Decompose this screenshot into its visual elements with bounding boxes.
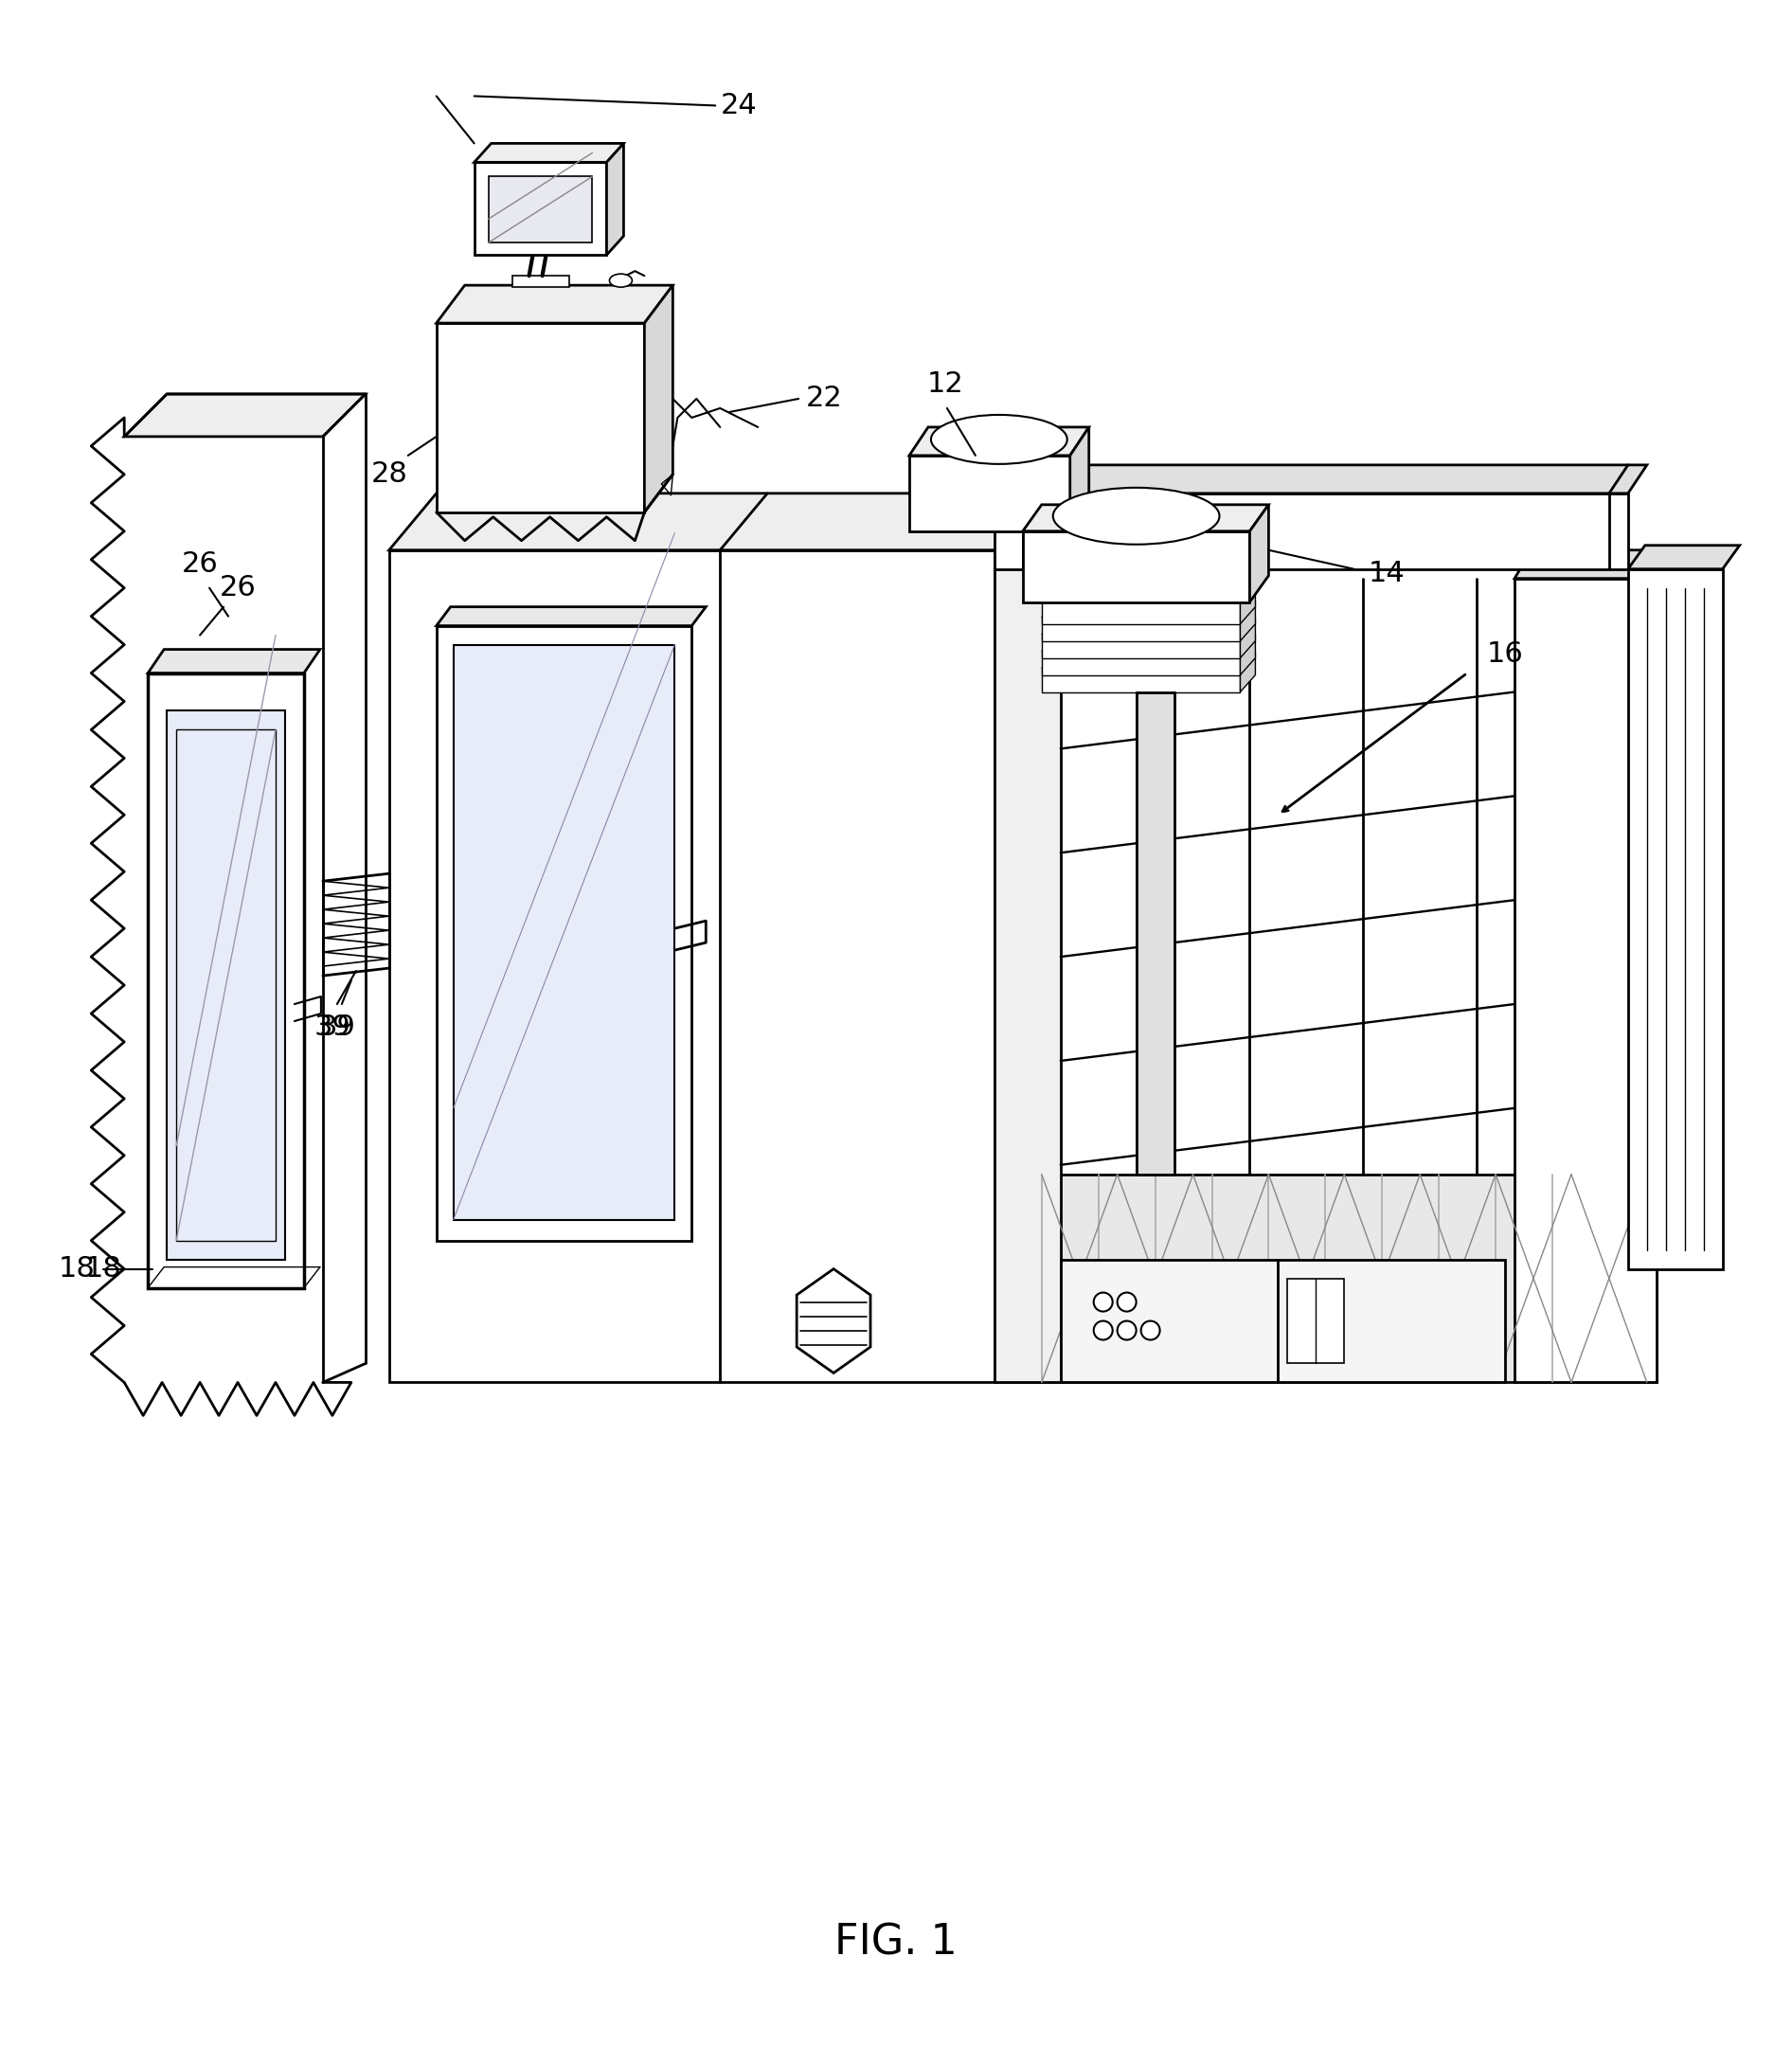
Polygon shape: [389, 550, 995, 1383]
Polygon shape: [995, 1174, 1656, 1383]
Polygon shape: [1240, 618, 1256, 659]
Polygon shape: [1514, 579, 1656, 1383]
Polygon shape: [1023, 532, 1249, 602]
Polygon shape: [124, 395, 366, 436]
Polygon shape: [607, 143, 624, 256]
Ellipse shape: [1054, 487, 1219, 544]
Polygon shape: [1627, 569, 1722, 1269]
Polygon shape: [1041, 599, 1240, 624]
Text: 22: 22: [806, 385, 842, 413]
Polygon shape: [1041, 618, 1240, 640]
Polygon shape: [1041, 618, 1256, 634]
Ellipse shape: [1093, 1293, 1113, 1311]
Polygon shape: [1041, 634, 1240, 659]
Ellipse shape: [932, 415, 1068, 464]
Polygon shape: [1514, 550, 1674, 579]
Text: 12: 12: [926, 370, 964, 399]
Text: 16: 16: [1487, 640, 1523, 667]
Text: 18: 18: [59, 1254, 95, 1283]
Polygon shape: [176, 730, 276, 1240]
Text: 39: 39: [314, 1015, 351, 1041]
Polygon shape: [475, 143, 624, 162]
Polygon shape: [389, 493, 1041, 550]
Polygon shape: [167, 710, 285, 1260]
Polygon shape: [1627, 546, 1740, 569]
Polygon shape: [1287, 1279, 1344, 1363]
Polygon shape: [995, 464, 1647, 493]
Text: 24: 24: [720, 92, 758, 119]
Polygon shape: [1041, 583, 1256, 599]
Polygon shape: [1240, 651, 1256, 692]
Polygon shape: [1061, 1260, 1505, 1383]
Text: 39: 39: [319, 1015, 355, 1041]
Polygon shape: [1041, 651, 1256, 669]
Polygon shape: [149, 673, 305, 1287]
Ellipse shape: [1093, 1322, 1113, 1340]
Polygon shape: [124, 436, 323, 1383]
Ellipse shape: [1116, 1322, 1136, 1340]
Polygon shape: [1070, 428, 1090, 532]
Polygon shape: [1041, 669, 1240, 692]
Polygon shape: [437, 284, 672, 323]
Polygon shape: [1041, 651, 1240, 675]
Text: 26: 26: [181, 550, 219, 579]
Ellipse shape: [1142, 1322, 1159, 1340]
Text: 14: 14: [1369, 561, 1405, 587]
Text: 26: 26: [219, 575, 256, 602]
Polygon shape: [1240, 634, 1256, 675]
Text: FIG. 1: FIG. 1: [835, 1921, 957, 1962]
Polygon shape: [1249, 505, 1269, 602]
Polygon shape: [1240, 599, 1256, 640]
Polygon shape: [909, 428, 1090, 456]
Polygon shape: [1023, 505, 1269, 532]
Ellipse shape: [1116, 1293, 1136, 1311]
Polygon shape: [1041, 599, 1256, 618]
Polygon shape: [797, 1269, 871, 1373]
Polygon shape: [995, 493, 1627, 569]
Polygon shape: [149, 649, 321, 673]
Polygon shape: [453, 644, 676, 1219]
Text: 18: 18: [84, 1254, 122, 1283]
Text: 28: 28: [371, 460, 407, 489]
Polygon shape: [437, 323, 645, 512]
Polygon shape: [909, 456, 1070, 532]
Polygon shape: [437, 626, 692, 1240]
Polygon shape: [475, 162, 607, 256]
Polygon shape: [1136, 692, 1174, 1174]
Polygon shape: [1240, 583, 1256, 624]
Polygon shape: [513, 276, 568, 286]
Polygon shape: [995, 550, 1061, 1383]
Ellipse shape: [609, 274, 633, 286]
Polygon shape: [1041, 634, 1256, 651]
Polygon shape: [437, 608, 706, 626]
Polygon shape: [645, 284, 672, 512]
Polygon shape: [489, 176, 593, 243]
